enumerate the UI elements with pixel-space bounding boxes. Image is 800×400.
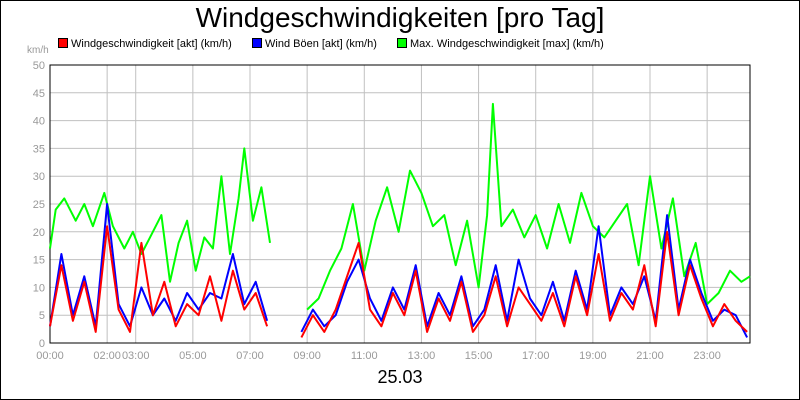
y-tick-label-30: 30 bbox=[33, 171, 45, 183]
y-tick-label-0: 0 bbox=[39, 338, 45, 350]
legend-label-max-speed: Max. Windgeschwindigkeit [max] (km/h) bbox=[410, 38, 604, 50]
y-tick-label-25: 25 bbox=[33, 199, 45, 211]
x-tick-label-2100: 21:00 bbox=[636, 350, 664, 362]
date-label: 25.03 bbox=[377, 367, 423, 387]
x-tick-label-0900: 09:00 bbox=[293, 350, 321, 362]
y-axis-unit: km/h bbox=[27, 45, 49, 56]
y-tick-label-40: 40 bbox=[33, 116, 45, 128]
y-tick-label-5: 5 bbox=[39, 310, 45, 322]
x-tick-label-0500: 05:00 bbox=[179, 350, 207, 362]
y-tick-label-50: 50 bbox=[33, 60, 45, 72]
series-line-gusts-part-1 bbox=[49, 203, 269, 328]
legend-swatch-blue bbox=[252, 38, 262, 48]
legend-item-max-speed: Max. Windgeschwindigkeit [max] (km/h) bbox=[397, 38, 604, 50]
x-tick-label-0300: 03:00 bbox=[122, 350, 150, 362]
y-tick-label-20: 20 bbox=[33, 227, 45, 239]
x-tick-label-1700: 17:00 bbox=[522, 350, 550, 362]
x-tick-label-1100: 11:00 bbox=[351, 350, 378, 362]
plot-border bbox=[49, 64, 751, 344]
legend-swatch-green bbox=[397, 38, 407, 48]
y-tick-label-15: 15 bbox=[33, 255, 45, 267]
series-line-max-speed-part-2 bbox=[306, 102, 751, 311]
x-tick-label-0000: 00:00 bbox=[36, 350, 64, 362]
legend-label-gusts: Wind Böen [akt] (km/h) bbox=[265, 38, 377, 50]
y-tick-label-10: 10 bbox=[33, 282, 45, 294]
x-tick-label-2300: 23:00 bbox=[693, 350, 721, 362]
series-line-wind-speed-part-2 bbox=[300, 230, 748, 338]
x-tick-label-0200: 02:00 bbox=[93, 350, 121, 362]
series-line-wind-speed-part-1 bbox=[49, 225, 269, 333]
series-line-max-speed-part-1 bbox=[49, 147, 271, 283]
y-tick-label-45: 45 bbox=[33, 88, 45, 100]
chart-title: Windgeschwindigkeiten [pro Tag] bbox=[195, 2, 605, 33]
legend-item-gusts: Wind Böen [akt] (km/h) bbox=[252, 38, 377, 50]
legend-swatch-red bbox=[58, 38, 68, 48]
series-line-gusts-part-2 bbox=[300, 214, 748, 338]
y-tick-label-35: 35 bbox=[33, 143, 45, 155]
x-tick-label-0700: 07:00 bbox=[236, 350, 264, 362]
legend-item-wind-speed: Windgeschwindigkeit [akt] (km/h) bbox=[58, 38, 232, 50]
x-tick-label-1500: 15:00 bbox=[465, 350, 493, 362]
x-tick-label-1900: 19:00 bbox=[579, 350, 607, 362]
legend-label-wind-speed: Windgeschwindigkeit [akt] (km/h) bbox=[71, 38, 232, 50]
x-tick-label-1300: 13:00 bbox=[408, 350, 436, 362]
